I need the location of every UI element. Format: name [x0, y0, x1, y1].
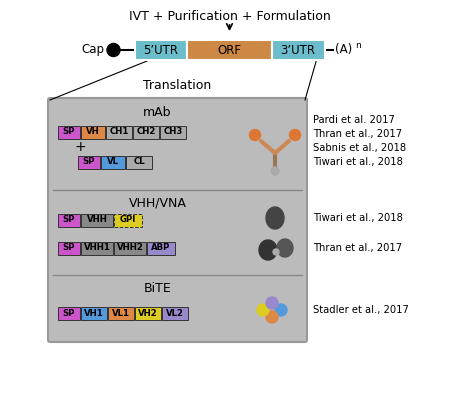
Text: n: n: [356, 41, 361, 50]
Circle shape: [266, 297, 278, 309]
Bar: [272, 40, 325, 60]
Polygon shape: [259, 240, 277, 260]
Circle shape: [275, 304, 287, 316]
Bar: [58, 214, 80, 226]
Text: Pardi et al. 2017: Pardi et al. 2017: [313, 115, 395, 125]
Text: (A): (A): [335, 43, 352, 57]
Text: Stadler et al., 2017: Stadler et al., 2017: [313, 305, 409, 315]
Text: VHH1: VHH1: [84, 244, 111, 252]
Text: Tiwari et al., 2018: Tiwari et al., 2018: [313, 213, 403, 223]
Text: SP: SP: [63, 216, 75, 225]
Text: SP: SP: [63, 244, 75, 252]
Bar: [78, 156, 100, 169]
Text: CL: CL: [133, 157, 145, 166]
Circle shape: [257, 304, 269, 316]
Bar: [126, 156, 152, 169]
Text: Sabnis et al., 2018: Sabnis et al., 2018: [313, 143, 406, 153]
Text: IVT + Purification + Formulation: IVT + Purification + Formulation: [129, 10, 330, 23]
Bar: [134, 40, 187, 60]
Bar: [58, 242, 80, 254]
Bar: [147, 242, 175, 254]
Text: VH2: VH2: [138, 309, 158, 318]
Circle shape: [271, 167, 279, 175]
Circle shape: [266, 311, 278, 323]
Text: SP: SP: [63, 309, 75, 318]
Text: ABP: ABP: [151, 244, 171, 252]
Bar: [135, 306, 161, 320]
Text: VH: VH: [86, 128, 100, 137]
Text: SP: SP: [63, 128, 75, 137]
Text: VHH: VHH: [87, 216, 107, 225]
Circle shape: [273, 249, 279, 255]
Text: VL1: VL1: [112, 309, 130, 318]
Text: 3’UTR: 3’UTR: [280, 43, 316, 57]
Bar: [81, 242, 113, 254]
Text: Cap: Cap: [82, 43, 105, 57]
Text: Tiwari et al., 2018: Tiwari et al., 2018: [313, 157, 403, 167]
Text: SP: SP: [83, 157, 95, 166]
Text: +: +: [74, 140, 86, 154]
Text: CH1: CH1: [109, 128, 129, 137]
Text: CH2: CH2: [136, 128, 156, 137]
Bar: [58, 126, 80, 138]
Circle shape: [250, 130, 261, 140]
Bar: [133, 126, 159, 138]
Text: ORF: ORF: [218, 43, 241, 57]
Text: VL: VL: [107, 157, 119, 166]
Text: BiTE: BiTE: [144, 282, 171, 294]
Bar: [108, 306, 134, 320]
Bar: [160, 126, 186, 138]
Text: 5’UTR: 5’UTR: [143, 43, 179, 57]
Circle shape: [290, 130, 301, 140]
Circle shape: [107, 43, 120, 57]
Polygon shape: [277, 239, 293, 257]
Text: mAb: mAb: [143, 107, 172, 119]
Bar: [187, 40, 272, 60]
Bar: [101, 156, 125, 169]
Bar: [81, 214, 113, 226]
Text: VHH2: VHH2: [117, 244, 144, 252]
Text: Thran et al., 2017: Thran et al., 2017: [313, 243, 402, 253]
Bar: [162, 306, 188, 320]
Text: Thran et al., 2017: Thran et al., 2017: [313, 129, 402, 139]
Text: VL2: VL2: [166, 309, 184, 318]
Bar: [81, 306, 107, 320]
Polygon shape: [266, 207, 284, 229]
Text: CH3: CH3: [163, 128, 183, 137]
Text: VHH/VNA: VHH/VNA: [129, 197, 186, 209]
Text: VH1: VH1: [84, 309, 104, 318]
Bar: [58, 306, 80, 320]
Bar: [114, 214, 142, 226]
FancyBboxPatch shape: [48, 98, 307, 342]
Text: Translation: Translation: [143, 79, 212, 92]
Bar: [114, 242, 146, 254]
Bar: [81, 126, 105, 138]
Bar: [106, 126, 132, 138]
Text: GPI: GPI: [120, 216, 136, 225]
